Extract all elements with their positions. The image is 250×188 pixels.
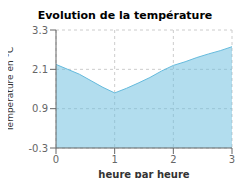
svg-text:0: 0 bbox=[53, 154, 59, 165]
svg-text:Température en °C: Température en °C bbox=[8, 47, 15, 133]
svg-text:-0.3: -0.3 bbox=[28, 143, 48, 154]
svg-text:heure par heure: heure par heure bbox=[98, 169, 189, 178]
svg-text:2: 2 bbox=[170, 154, 176, 165]
html-text:Evolution de la température: Evolution de la température bbox=[37, 9, 213, 22]
svg-text:3: 3 bbox=[229, 154, 235, 165]
svg-text:2.1: 2.1 bbox=[32, 64, 48, 75]
svg-text:0.9: 0.9 bbox=[32, 103, 48, 114]
svg-text:3.3: 3.3 bbox=[32, 25, 48, 36]
svg-text:1: 1 bbox=[111, 154, 117, 165]
